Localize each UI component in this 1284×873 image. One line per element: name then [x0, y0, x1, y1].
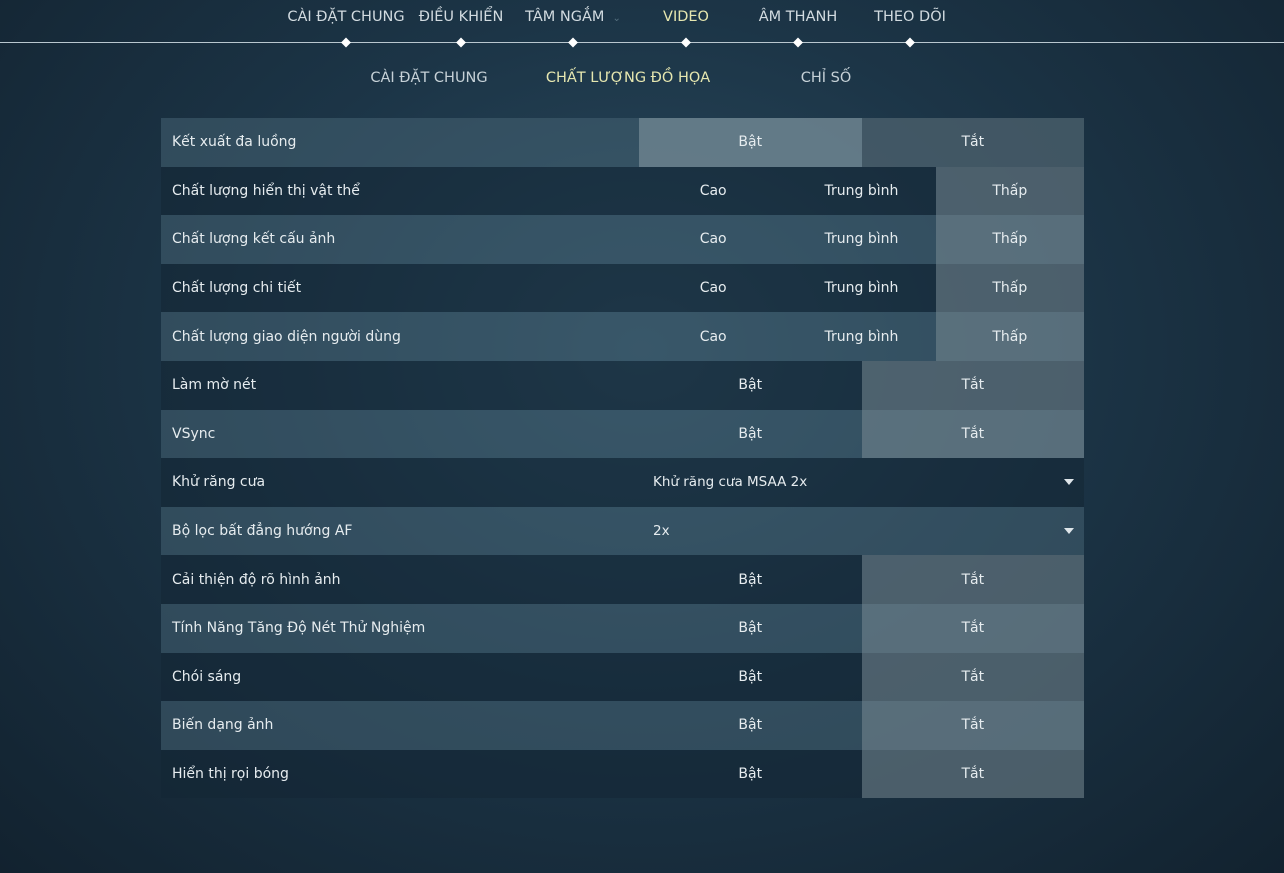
option-button[interactable]: Trung bình	[824, 280, 899, 297]
diamond-marker-icon	[681, 37, 691, 48]
option-button[interactable]: Tắt	[861, 652, 1084, 702]
tab-audio[interactable]: ÂM THANH	[758, 9, 838, 25]
tab-general[interactable]: CÀI ĐẶT CHUNG	[287, 9, 405, 25]
option-selector: Bật Tắt	[639, 701, 1084, 750]
option-button[interactable]: Tắt	[861, 409, 1084, 459]
option-button[interactable]: Trung bình	[824, 182, 899, 199]
option-button[interactable]: Thấp	[935, 215, 1084, 264]
nav-divider	[0, 42, 1284, 43]
option-button[interactable]: Thấp	[935, 263, 1084, 313]
tab-crosshair-label: TÂM NGẮM	[525, 9, 605, 25]
setting-row: VSync Bật Tắt	[161, 409, 1084, 459]
option-button[interactable]: Trung bình	[824, 231, 899, 248]
setting-label: Chất lượng hiển thị vật thể	[172, 182, 360, 199]
setting-label: Khử răng cưa	[172, 474, 266, 491]
option-button[interactable]: Tắt	[861, 555, 1084, 604]
dropdown-value: Khử răng cưa MSAA 2x	[653, 474, 808, 491]
setting-row: Hiển thị rọi bóng Bật Tắt	[161, 749, 1084, 799]
option-selector: Bật Tắt	[639, 603, 1084, 653]
option-selector: Bật Tắt	[639, 749, 1084, 799]
caret-down-icon	[1064, 528, 1074, 535]
setting-label: Hiển thị rọi bóng	[172, 766, 289, 783]
caret-down-icon	[1064, 479, 1074, 486]
option-selector: Bật Tắt	[639, 360, 1084, 410]
option-button[interactable]: Bật	[738, 766, 763, 783]
setting-row: Chất lượng chi tiết Cao Trung bình Thấp	[161, 263, 1084, 313]
subtab-stats[interactable]: CHỈ SỐ	[800, 70, 852, 86]
setting-label: Cải thiện độ rõ hình ảnh	[172, 571, 341, 588]
setting-row: Cải thiện độ rõ hình ảnh Bật Tắt	[161, 555, 1084, 604]
option-button[interactable]: Tắt	[861, 701, 1084, 750]
setting-row: Chói sáng Bật Tắt	[161, 652, 1084, 702]
option-button[interactable]: Thấp	[935, 312, 1084, 361]
option-button[interactable]: Tắt	[861, 360, 1084, 410]
option-button[interactable]: Tắt	[861, 118, 1084, 167]
setting-label: Kết xuất đa luồng	[172, 134, 297, 151]
tab-tracking[interactable]: THEO DÕI	[874, 9, 946, 25]
setting-row: Làm mờ nét Bật Tắt	[161, 360, 1084, 410]
option-button[interactable]: Bật	[738, 668, 763, 685]
option-button[interactable]: Bật	[738, 571, 763, 588]
tab-controls[interactable]: ĐIỀU KHIỂN	[418, 9, 504, 25]
diamond-marker-icon	[341, 37, 351, 48]
option-selector: Cao Trung bình Thấp	[639, 263, 1084, 313]
option-selector: Bật Tắt	[639, 409, 1084, 459]
setting-dropdown[interactable]: Khử răng cưa MSAA 2x	[639, 458, 1084, 507]
option-button[interactable]: Cao	[699, 182, 727, 199]
setting-row: Kết xuất đa luồng Bật Tắt	[161, 118, 1084, 167]
option-button[interactable]: Bật	[738, 717, 763, 734]
option-selector: Cao Trung bình Thấp	[639, 312, 1084, 361]
option-button[interactable]: Bật	[639, 118, 862, 167]
chevron-down-icon: ⌄	[612, 13, 621, 24]
diamond-marker-icon	[905, 37, 915, 48]
option-button[interactable]: Cao	[699, 328, 727, 345]
setting-label: Chất lượng kết cấu ảnh	[172, 231, 336, 248]
setting-label: Tính Năng Tăng Độ Nét Thử Nghiệm	[172, 620, 426, 637]
top-nav: CÀI ĐẶT CHUNG ĐIỀU KHIỂN TÂM NGẮM ⌄ VIDEO…	[0, 0, 1284, 48]
setting-label: VSync	[172, 425, 216, 442]
option-selector: Bật Tắt	[639, 652, 1084, 702]
option-button[interactable]: Tắt	[861, 603, 1084, 653]
setting-row: Chất lượng hiển thị vật thể Cao Trung bình…	[161, 166, 1084, 216]
option-button[interactable]: Bật	[738, 620, 763, 637]
option-button[interactable]: Thấp	[935, 166, 1084, 216]
subtab-general[interactable]: CÀI ĐẶT CHUNG	[370, 70, 488, 86]
option-button[interactable]: Tắt	[861, 749, 1084, 799]
dropdown-value: 2x	[653, 523, 670, 540]
setting-row: Chất lượng giao diện người dùng Cao Trung …	[161, 312, 1084, 361]
setting-row: Bộ lọc bất đẳng hướng AF 2x	[161, 506, 1084, 556]
diamond-marker-icon	[456, 37, 466, 48]
setting-label: Chất lượng chi tiết	[172, 280, 302, 297]
option-button[interactable]: Bật	[738, 377, 763, 394]
option-button[interactable]: Cao	[699, 231, 727, 248]
setting-label: Bộ lọc bất đẳng hướng AF	[172, 523, 353, 540]
diamond-marker-icon	[568, 37, 578, 48]
tab-video[interactable]: VIDEO	[663, 9, 709, 25]
option-selector: Bật Tắt	[639, 118, 1084, 167]
setting-label: Chói sáng	[172, 668, 242, 685]
settings-table: Kết xuất đa luồng Bật Tắt Chất lượng hiển t…	[161, 118, 1084, 799]
option-selector: Cao Trung bình Thấp	[639, 166, 1084, 216]
setting-label: Biến dạng ảnh	[172, 717, 274, 734]
option-selector: Cao Trung bình Thấp	[639, 215, 1084, 264]
option-button[interactable]: Bật	[738, 425, 763, 442]
setting-dropdown[interactable]: 2x	[639, 507, 1084, 556]
setting-row: Biến dạng ảnh Bật Tắt	[161, 701, 1084, 750]
option-button[interactable]: Cao	[699, 280, 727, 297]
diamond-marker-icon	[793, 37, 803, 48]
setting-label: Làm mờ nét	[172, 377, 257, 394]
option-button[interactable]: Trung bình	[824, 328, 899, 345]
tab-crosshair[interactable]: TÂM NGẮM ⌄	[525, 9, 621, 25]
setting-row: Tính Năng Tăng Độ Nét Thử Nghiệm Bật Tắt	[161, 603, 1084, 653]
setting-label: Chất lượng giao diện người dùng	[172, 328, 401, 345]
subtab-graphics-quality[interactable]: CHẤT LƯỢNG ĐỒ HỌA	[545, 70, 711, 86]
setting-row: Chất lượng kết cấu ảnh Cao Trung bình Thấp	[161, 215, 1084, 264]
option-selector: Bật Tắt	[639, 555, 1084, 604]
setting-row: Khử răng cưa Khử răng cưa MSAA 2x	[161, 458, 1084, 507]
